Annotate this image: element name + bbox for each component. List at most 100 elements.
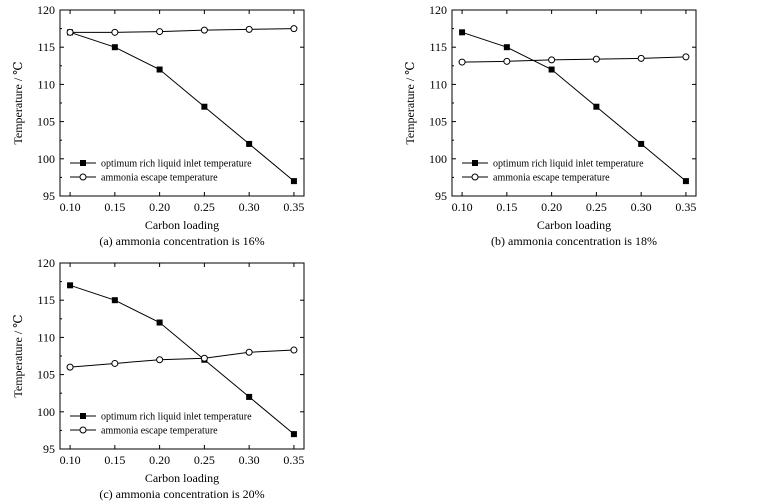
y-tick-label: 120 [37,256,55,270]
data-point-square [593,103,600,110]
data-point-square [201,103,208,110]
data-point-circle [503,57,511,65]
y-tick-label: 95 [435,189,447,203]
series-line-1 [69,284,295,435]
series-line-2 [70,28,294,33]
panel-caption: (b) ammonia concentration is 18% [491,234,657,248]
y-tick-label: 95 [43,189,55,203]
x-tick-label: 0.25 [586,200,607,214]
data-point-circle [66,28,74,36]
series-line-1 [461,31,687,182]
x-tick-label: 0.30 [239,200,260,214]
y-tick-label: 115 [37,40,55,54]
data-point-square [290,178,297,185]
y-tick-label: 115 [37,293,55,307]
data-point-square [246,393,253,400]
legend-marker-square [80,160,86,166]
legend-entry-2: ammonia escape temperature [101,426,218,437]
x-tick-label: 0.25 [194,453,215,467]
data-point-square [111,297,118,304]
y-axis-label: Temperature / ℃ [11,61,25,144]
y-tick-label: 100 [429,152,447,166]
data-point-circle [637,54,645,62]
data-point-circle [290,25,298,33]
legend-marker-circle [79,426,87,434]
y-tick-label: 100 [37,152,55,166]
x-tick-label: 0.10 [60,453,81,467]
data-point-square [682,178,689,185]
data-point-circle [682,53,690,61]
legend-marker-circle [79,173,87,181]
y-tick-label: 100 [37,405,55,419]
y-axis-label: Temperature / ℃ [11,314,25,397]
x-tick-label: 0.30 [631,200,652,214]
data-point-square [548,66,555,73]
data-point-circle [200,26,208,34]
x-tick-label: 0.35 [675,200,696,214]
x-tick-label: 0.10 [60,200,81,214]
y-tick-label: 110 [429,77,447,91]
legend-marker-circle [471,173,479,181]
data-point-circle [592,55,600,63]
x-tick-label: 0.25 [194,200,215,214]
data-point-square [156,319,163,326]
data-point-square [67,282,74,289]
data-point-square [290,431,297,438]
data-point-square [503,44,510,51]
y-tick-label: 110 [37,330,55,344]
x-tick-label: 0.10 [452,200,473,214]
panel-caption: (c) ammonia concentration is 20% [99,487,264,501]
series-line-2 [70,349,294,368]
x-axis-label: Carbon loading [145,218,219,232]
data-point-circle [245,25,253,33]
data-point-circle [458,58,466,66]
data-point-circle [200,354,208,362]
data-point-circle [66,363,74,371]
y-tick-label: 105 [429,115,447,129]
data-point-square [246,140,253,147]
data-point-circle [548,56,556,64]
y-axis-label: Temperature / ℃ [403,61,417,144]
panel-caption: (a) ammonia concentration is 16% [99,234,264,248]
y-tick-label: 95 [43,442,55,456]
data-point-square [638,140,645,147]
y-tick-label: 115 [429,40,447,54]
x-tick-label: 0.20 [149,200,170,214]
x-tick-label: 0.30 [239,453,260,467]
x-tick-label: 0.20 [541,200,562,214]
y-tick-label: 120 [429,3,447,17]
chart-panel-c: 0.10 0.15 0.20 0.25 0.30 0.35 95 100 105 110 115 12… [11,256,305,501]
x-tick-label: 0.20 [149,453,170,467]
data-point-square [459,29,466,36]
data-point-circle [156,356,164,364]
chart-panel-b: 0.10 0.15 0.20 0.25 0.30 0.35 95 100 105 110 115 12… [403,3,697,248]
y-tick-label: 105 [37,115,55,129]
x-tick-label: 0.15 [496,200,517,214]
series-line-2 [462,56,686,63]
data-point-circle [156,28,164,36]
data-point-circle [245,348,253,356]
data-point-circle [111,28,119,36]
x-tick-label: 0.15 [104,200,125,214]
y-tick-label: 110 [37,77,55,91]
legend-entry-1: optimum rich liquid inlet temperature [493,159,644,170]
legend-entry-1: optimum rich liquid inlet temperature [101,412,252,423]
data-point-square [156,66,163,73]
data-point-square [111,44,118,51]
x-tick-label: 0.35 [283,453,304,467]
legend-marker-square [472,160,478,166]
legend-entry-1: optimum rich liquid inlet temperature [101,159,252,170]
x-tick-label: 0.15 [104,453,125,467]
x-axis-label: Carbon loading [537,218,611,232]
legend-entry-2: ammonia escape temperature [493,173,610,184]
legend-entry-2: ammonia escape temperature [101,173,218,184]
chart-panel-a: 0.10 0.15 0.20 0.25 0.30 0.35 95 100 105 110 115 12… [11,3,305,248]
legend-marker-square [80,413,86,419]
x-axis-label: Carbon loading [145,471,219,485]
y-tick-label: 105 [37,368,55,382]
data-point-circle [111,359,119,367]
data-point-circle [290,346,298,354]
series-line-1 [69,31,295,182]
x-tick-label: 0.35 [283,200,304,214]
